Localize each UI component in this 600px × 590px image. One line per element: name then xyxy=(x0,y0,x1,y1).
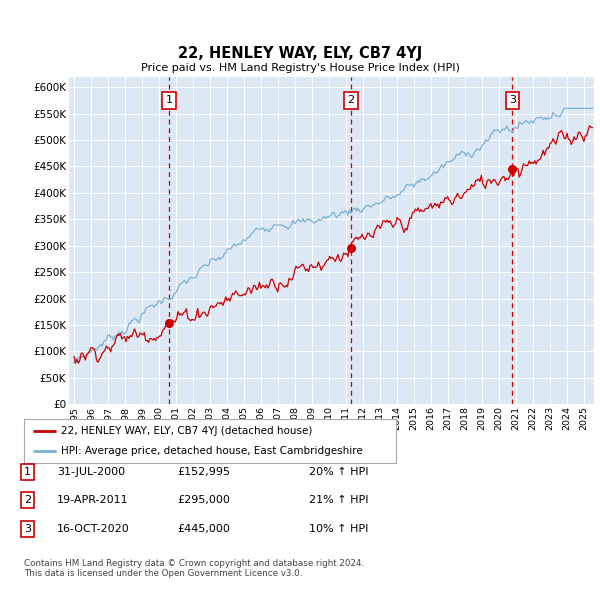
Text: 19-APR-2011: 19-APR-2011 xyxy=(57,496,128,505)
Text: £295,000: £295,000 xyxy=(177,496,230,505)
Text: 2: 2 xyxy=(24,496,31,505)
Text: £152,995: £152,995 xyxy=(177,467,230,477)
Text: 31-JUL-2000: 31-JUL-2000 xyxy=(57,467,125,477)
Text: 3: 3 xyxy=(24,524,31,533)
Text: This data is licensed under the Open Government Licence v3.0.: This data is licensed under the Open Gov… xyxy=(24,569,302,578)
Text: 3: 3 xyxy=(509,96,516,106)
Text: 1: 1 xyxy=(166,96,172,106)
Text: 21% ↑ HPI: 21% ↑ HPI xyxy=(309,496,368,505)
Text: 20% ↑ HPI: 20% ↑ HPI xyxy=(309,467,368,477)
Text: £445,000: £445,000 xyxy=(177,524,230,533)
Text: Contains HM Land Registry data © Crown copyright and database right 2024.: Contains HM Land Registry data © Crown c… xyxy=(24,559,364,568)
Text: 16-OCT-2020: 16-OCT-2020 xyxy=(57,524,130,533)
Text: 10% ↑ HPI: 10% ↑ HPI xyxy=(309,524,368,533)
Text: Price paid vs. HM Land Registry's House Price Index (HPI): Price paid vs. HM Land Registry's House … xyxy=(140,63,460,73)
Text: 1: 1 xyxy=(24,467,31,477)
Text: 2: 2 xyxy=(347,96,355,106)
Text: HPI: Average price, detached house, East Cambridgeshire: HPI: Average price, detached house, East… xyxy=(61,446,363,456)
Text: 22, HENLEY WAY, ELY, CB7 4YJ (detached house): 22, HENLEY WAY, ELY, CB7 4YJ (detached h… xyxy=(61,426,313,436)
Text: 22, HENLEY WAY, ELY, CB7 4YJ: 22, HENLEY WAY, ELY, CB7 4YJ xyxy=(178,46,422,61)
